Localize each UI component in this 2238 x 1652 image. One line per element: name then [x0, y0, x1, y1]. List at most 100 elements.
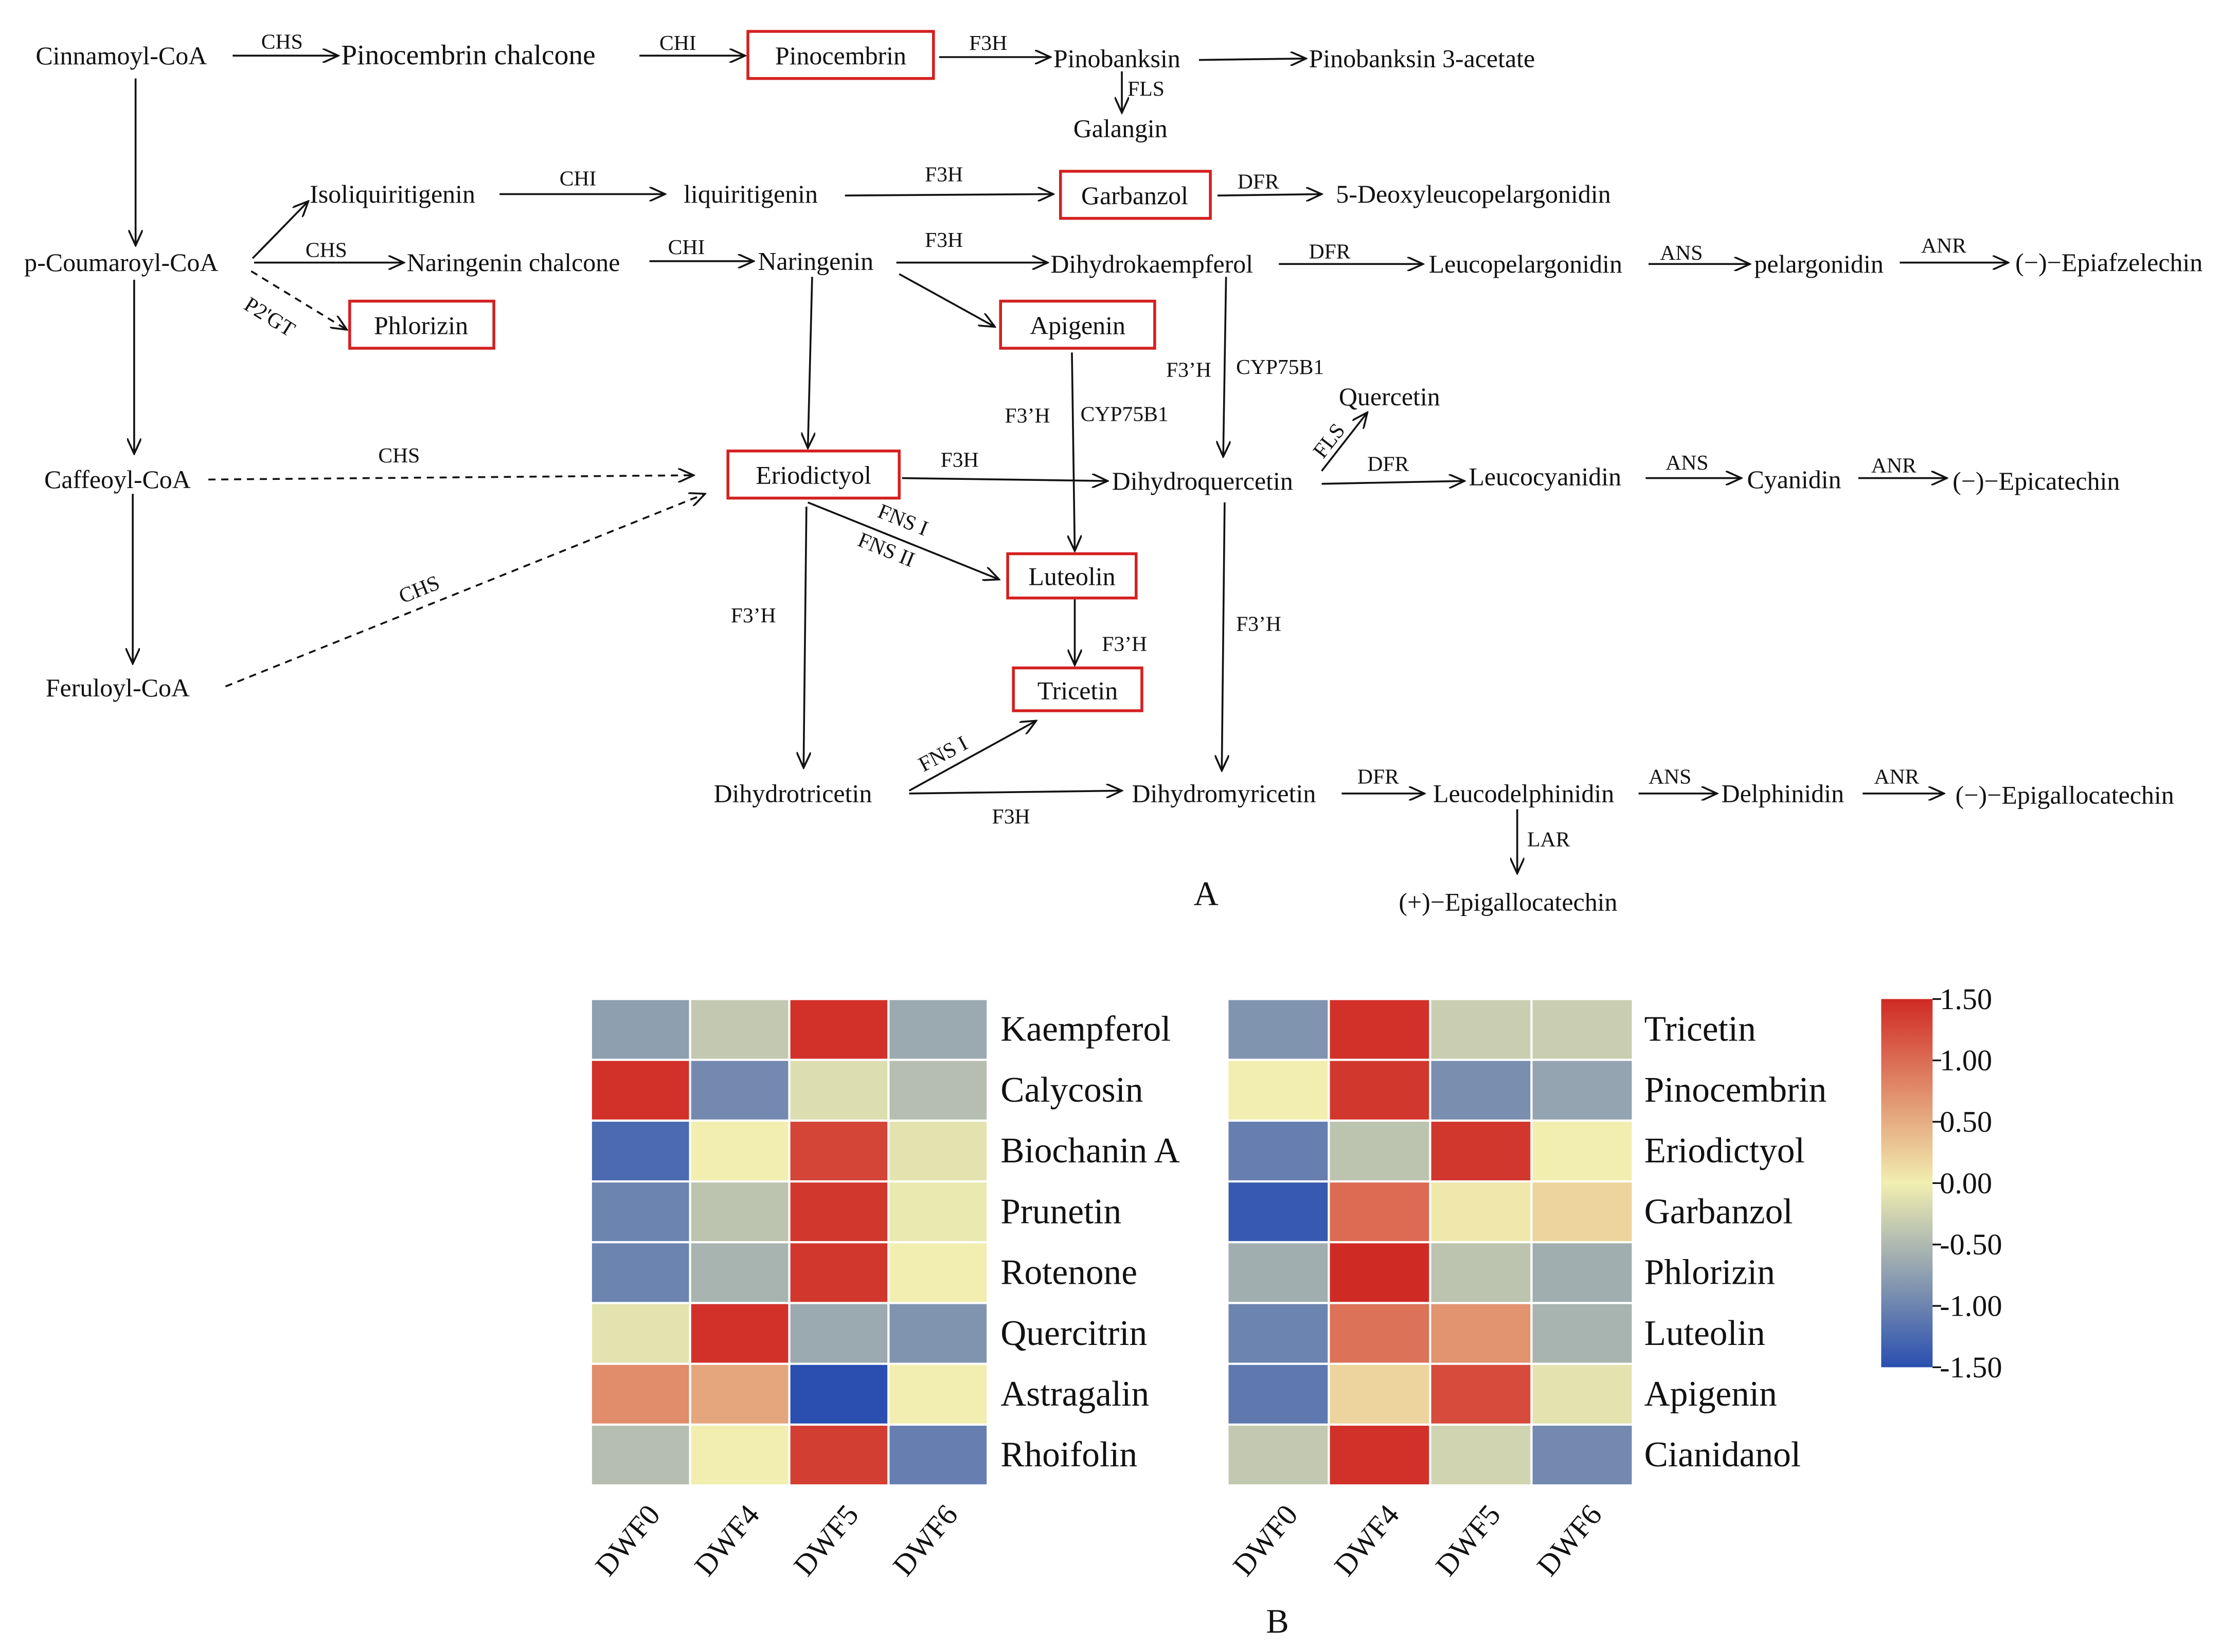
heatmap-cell: [1429, 1302, 1533, 1365]
heatmap-column-label: DWF4: [688, 1498, 766, 1582]
arrow: [808, 277, 812, 448]
enzyme-label: F3H: [969, 31, 1007, 55]
heatmap-cell: [689, 1241, 791, 1304]
heatmap-cell: [788, 1362, 890, 1426]
heatmap-cell: [788, 1058, 890, 1122]
highlight-box-apigenin: [999, 299, 1156, 350]
enzyme-label: FNS I: [874, 499, 932, 541]
enzyme-label: F3H: [925, 228, 963, 252]
enzyme-label: FNS I: [915, 731, 971, 777]
heatmap-cell: [1429, 1362, 1533, 1426]
node-p-coumaroyl-coa: p-Coumaroyl-CoA: [24, 248, 218, 277]
node-dihydroquercetin: Dihydroquercetin: [1112, 466, 1293, 495]
heatmap-row-label: Pinocembrin: [1644, 1070, 1827, 1110]
highlight-box-tricetin: [1012, 666, 1143, 712]
heatmap-column-label: DWF6: [886, 1498, 964, 1582]
node-leucocyanidin: Leucocyanidin: [1469, 462, 1621, 491]
heatmap-2: Tricetin Pinocembrin Eriodictyol Garbanzol P…: [1226, 998, 1827, 1582]
enzyme-label: DFR: [1367, 453, 1409, 476]
arrow: [908, 721, 1036, 792]
colorbar-tick-label: 1.00: [1940, 1044, 1992, 1077]
arrow: [899, 273, 995, 327]
heatmap-cell: [788, 998, 890, 1061]
enzyme-label: ANR: [1874, 765, 1919, 788]
heatmap-row-label: Prunetin: [1000, 1192, 1121, 1231]
node-pinocembrin-chalcone: Pinocembrin chalcone: [341, 40, 596, 71]
node-epiafzelechin: (−)−Epiafzelechin: [2015, 248, 2203, 277]
node-galangin: Galangin: [1073, 114, 1168, 142]
node-delphinidin: Delphinidin: [1722, 779, 1845, 807]
arrow: [1072, 352, 1075, 551]
heatmap-cell: [689, 1423, 791, 1487]
pathway-nodes: Cinnamoyl-CoA Pinocembrin chalcone Pinoc…: [24, 40, 2203, 917]
node-epicatechin: (−)−Epicatechin: [1953, 466, 2120, 495]
enzyme-label: CHS: [378, 444, 420, 468]
enzyme-label: F3H: [941, 448, 979, 472]
node-isoliquiritigenin: Isoliquiritigenin: [310, 179, 475, 208]
heatmap-cell: [1429, 1423, 1533, 1487]
heatmap-row-label: Luteolin: [1644, 1314, 1765, 1353]
arrow: [807, 501, 999, 580]
dashed-arrows: [208, 270, 705, 688]
arrow: [1198, 59, 1306, 60]
enzyme-label: ANR: [1921, 234, 1966, 258]
heatmap-cell: [589, 1119, 691, 1183]
heatmap-cell: [1328, 1180, 1431, 1244]
heatmap-column-label: DWF5: [1429, 1498, 1507, 1582]
heatmap-column-label: DWF6: [1530, 1498, 1608, 1582]
heatmap-cell: [1226, 1362, 1330, 1426]
heatmap-column-label: DWF5: [787, 1498, 865, 1582]
heatmap-cell: [887, 1119, 989, 1183]
heatmap-cell: [689, 1119, 791, 1183]
heatmap-cell: [1429, 1180, 1533, 1244]
enzyme-label: F3’H: [1102, 632, 1147, 656]
enzyme-label: F3H: [992, 805, 1030, 829]
arrow: [909, 791, 1122, 794]
heatmap-cell: [589, 998, 691, 1061]
heatmap-row-label: Rotenone: [1000, 1253, 1137, 1292]
arrow: [845, 194, 1053, 195]
colorbar: 1.50 1.00 0.50 0.00 -0.50 -1.00 -1.50: [1881, 982, 2002, 1384]
node-naringenin-chalcone: Naringenin chalcone: [407, 248, 620, 277]
heatmap-row-label: Astragalin: [1000, 1374, 1149, 1414]
highlight-box-pinocembrin: [746, 30, 935, 80]
node-pinobanksin: Pinobanksin: [1053, 44, 1180, 73]
enzyme-label: DFR: [1238, 170, 1279, 193]
enzyme-label: FLS: [1127, 77, 1165, 101]
heatmap-cell: [887, 1362, 989, 1426]
heatmap-cell: [1226, 1302, 1330, 1365]
heatmap-cell: [887, 998, 989, 1061]
colorbar-tick-label: 0.00: [1940, 1166, 1992, 1200]
panel-label-a: A: [1194, 875, 1219, 912]
heatmap-row-label: Phlorizin: [1644, 1253, 1775, 1292]
heatmap-cell: [788, 1119, 890, 1183]
heatmap-cell: [689, 1180, 791, 1244]
heatmap-row-label: Kaempferol: [1000, 1010, 1171, 1049]
node-caffeoyl-coa: Caffeoyl-CoA: [44, 465, 191, 494]
heatmap-cell: [1530, 1302, 1634, 1365]
heatmap-cell: [1328, 1119, 1431, 1183]
highlight-box-luteolin: [1006, 552, 1138, 600]
arrow: [1223, 277, 1226, 457]
enzyme-label: CHS: [396, 571, 443, 608]
dashed-arrow: [208, 475, 693, 479]
heatmap-cell: [689, 1058, 791, 1122]
heatmap-cell: [788, 1302, 890, 1365]
enzyme-labels: CHS CHI F3H FLS CHI F3H DFR CHS CHI F3H …: [240, 30, 1966, 851]
heatmap-cell: [1226, 998, 1330, 1061]
highlight-box-phlorizin: [348, 299, 495, 350]
colorbar-tick-label: 1.50: [1940, 982, 1992, 1016]
heatmap-cell: [887, 1180, 989, 1244]
heatmap-cell: [1530, 1180, 1634, 1244]
heatmap-cell: [887, 1302, 989, 1365]
heatmap-cell: [1226, 1058, 1330, 1122]
heatmap-cell: [1530, 1058, 1634, 1122]
heatmap-cell: [589, 1362, 691, 1426]
heatmap-cell: [887, 1058, 989, 1122]
pathway-diagram: Cinnamoyl-CoA Pinocembrin chalcone Pinoc…: [24, 30, 2203, 916]
heatmap-cell: [689, 1302, 791, 1365]
enzyme-label: CHI: [659, 31, 696, 55]
node-epigallocatechin-plus: (+)−Epigallocatechin: [1399, 887, 1617, 916]
heatmap-cell: [589, 1241, 691, 1304]
